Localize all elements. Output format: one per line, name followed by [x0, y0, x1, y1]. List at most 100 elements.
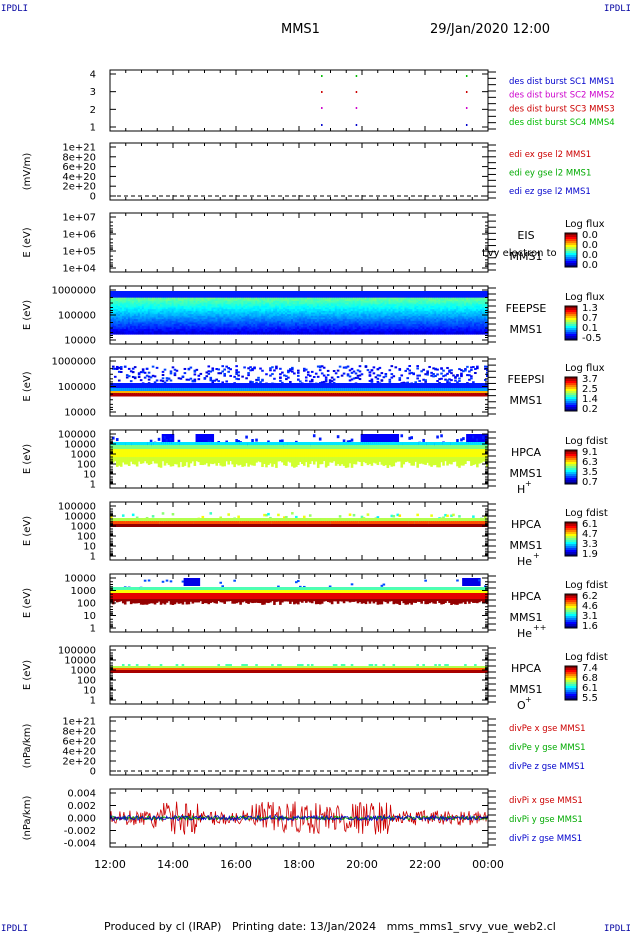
heatmap-cell — [464, 294, 467, 297]
heatmap-cell — [275, 300, 278, 304]
heatmap-cell — [229, 300, 232, 304]
heatmap-cell — [432, 330, 435, 333]
heatmap-cell — [277, 317, 280, 320]
heatmap-cell — [267, 320, 270, 324]
heatmap-cell — [436, 310, 439, 314]
heatmap-cell — [281, 322, 284, 325]
heatmap-cell — [207, 327, 211, 330]
heatmap-cell — [171, 315, 175, 319]
heatmap-cell — [426, 294, 429, 297]
heatmap-cell — [133, 312, 137, 315]
heatmap-cell — [157, 291, 161, 294]
heatmap-cell — [173, 325, 177, 328]
heatmap-cell — [291, 291, 294, 294]
heatmap-cell — [235, 294, 238, 297]
heatmap-cell — [346, 291, 350, 294]
heatmap-cell — [273, 320, 276, 324]
heatmap-cell — [229, 297, 232, 300]
heatmap-cell — [362, 320, 366, 324]
heatmap-cell — [418, 304, 421, 307]
heatmap-cell — [348, 304, 352, 307]
heatmap-cell — [450, 304, 453, 307]
heatmap-cell — [320, 310, 324, 314]
heatmap-cell — [193, 300, 197, 304]
heatmap-cell — [306, 305, 310, 309]
heatmap-cell — [440, 324, 443, 327]
heatmap-cell — [251, 317, 254, 320]
heatmap-cell — [464, 291, 467, 294]
heatmap-cell — [129, 314, 133, 317]
heatmap-cell — [348, 310, 352, 314]
heatmap-cell — [129, 309, 133, 312]
heatmap-cell — [295, 300, 298, 304]
heatmap-cell — [199, 294, 203, 297]
heatmap-cell — [221, 300, 224, 304]
heatmap-cell — [153, 322, 157, 325]
heatmap-cell — [137, 294, 141, 297]
heatmap-cell — [221, 297, 224, 300]
heatmap-cell — [462, 309, 465, 312]
heatmap-cell — [299, 310, 302, 314]
heatmap-cell — [444, 292, 447, 295]
heatmap-cell — [111, 309, 115, 312]
heatmap-cell — [211, 305, 215, 309]
heatmap-cell — [115, 327, 119, 330]
heatmap-cell — [239, 307, 242, 310]
heatmap-cell — [372, 314, 376, 317]
heatmap-cell — [181, 309, 185, 312]
heatmap-cell — [297, 291, 300, 294]
heatmap-cell — [267, 310, 270, 314]
header-datetime: 29/Jan/2020 12:00 — [430, 22, 551, 37]
heatmap-cell — [386, 304, 390, 307]
heatmap-cell — [247, 325, 250, 328]
heatmap-cell — [460, 317, 463, 320]
heatmap-cell — [352, 317, 356, 320]
heatmap-cell — [183, 302, 187, 305]
heatmap-cell — [253, 327, 256, 330]
heatmap-cell — [452, 309, 455, 312]
heatmap-cell — [356, 329, 360, 332]
heatmap-cell — [131, 292, 135, 295]
heatmap-cell — [243, 299, 246, 302]
heatmap-cell — [135, 300, 139, 304]
heatmap-cell — [227, 309, 230, 312]
heatmap-cell — [382, 327, 386, 330]
heatmap-cell — [440, 300, 443, 304]
heatmap-cell — [113, 320, 117, 324]
heatmap-cell — [346, 305, 350, 309]
heatmap-cell — [346, 324, 350, 327]
heatmap-cell — [277, 299, 280, 302]
heatmap-cell — [175, 324, 179, 327]
heatmap-cell — [139, 310, 143, 314]
heatmap-cell — [151, 294, 155, 297]
heatmap-cell — [187, 304, 191, 307]
heatmap-cell — [412, 317, 415, 320]
heatmap-cell — [179, 307, 183, 310]
heatmap-cell — [137, 327, 141, 330]
heatmap-cell — [386, 324, 390, 327]
heatmap-cell — [185, 307, 189, 310]
heatmap-cell — [129, 292, 133, 295]
heatmap-cell — [289, 327, 292, 330]
heatmap-cell — [384, 307, 388, 310]
heatmap-cell — [143, 314, 147, 317]
heatmap-cell — [165, 327, 169, 330]
heatmap-cell — [175, 295, 179, 299]
heatmap-cell — [259, 299, 262, 302]
heatmap-cell — [205, 315, 209, 319]
heatmap-cell — [448, 330, 451, 333]
heatmap-cell — [464, 300, 467, 304]
heatmap-cell — [227, 297, 230, 300]
heatmap-cell — [121, 300, 125, 304]
heatmap-cell — [394, 302, 398, 305]
heatmap-cell — [348, 299, 352, 302]
heatmap-cell — [205, 324, 209, 327]
heatmap-cell — [368, 305, 372, 309]
heatmap-cell — [115, 291, 119, 294]
heatmap-cell — [225, 330, 228, 333]
heatmap-cell — [191, 305, 195, 309]
heatmap-cell — [139, 312, 143, 315]
heatmap-cell — [251, 292, 254, 295]
heatmap-cell — [350, 320, 354, 324]
heatmap-cell — [342, 332, 346, 335]
